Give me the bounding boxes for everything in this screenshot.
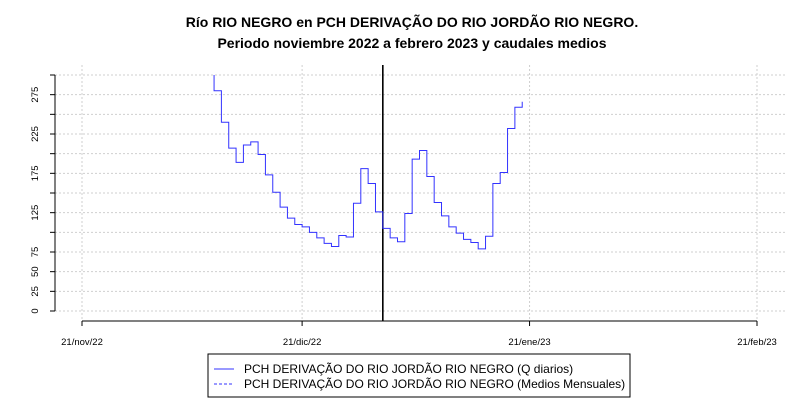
x-tick-label: 21/nov/22	[61, 337, 103, 348]
y-tick-label: 275	[30, 87, 41, 103]
y-tick-label: 25	[30, 286, 41, 297]
y-tick-label: 225	[30, 126, 41, 142]
legend-box	[207, 353, 631, 398]
y-tick-label: 50	[30, 266, 41, 277]
x-tick-label: 21/ene/23	[508, 337, 550, 348]
y-tick-label: 75	[30, 247, 41, 258]
legend-label-daily: PCH DERIVAÇÃO DO RIO JORDÃO RIO NEGRO (Q…	[244, 362, 573, 376]
y-tick-label: 125	[30, 205, 41, 221]
axes: 0 25 50 75 125 175 225 275 21/nov/22 21/dic/22 21/…	[30, 74, 777, 348]
x-tick-label: 21/dic/22	[283, 337, 322, 348]
y-tick-label: 175	[30, 165, 41, 181]
chart-subtitle: Periodo noviembre 2022 a febrero 2023 y …	[217, 35, 606, 51]
legend-label-monthly: PCH DERIVAÇÃO DO RIO JORDÃO RIO NEGRO (M…	[244, 377, 625, 391]
x-tick-label: 21/feb/23	[737, 337, 777, 348]
y-tick-label: 0	[30, 308, 41, 313]
daily-flow-line	[213, 75, 523, 250]
grid	[55, 65, 785, 321]
legend: PCH DERIVAÇÃO DO RIO JORDÃO RIO NEGRO (Q…	[207, 353, 631, 398]
chart-title: Río RIO NEGRO en PCH DERIVAÇÃO DO RIO JO…	[186, 13, 638, 30]
series-layer	[213, 65, 523, 321]
